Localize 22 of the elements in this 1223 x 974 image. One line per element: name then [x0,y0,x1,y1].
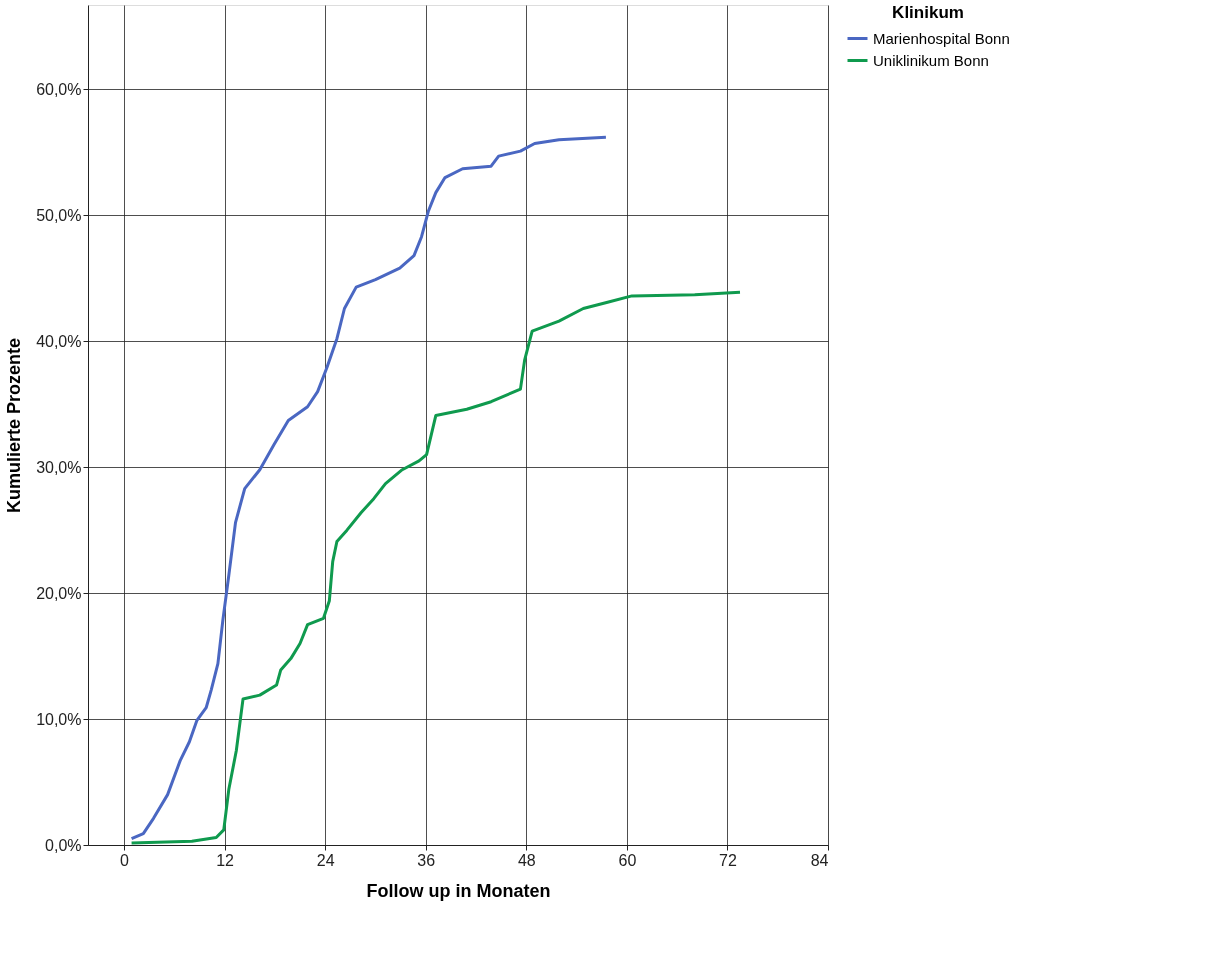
y-tick-label: 0,0% [45,836,82,854]
line-series [130,135,608,841]
x-tick-label: 36 [417,851,436,869]
y-tick-label: 30,0% [36,458,82,476]
line-series [130,290,742,845]
y-axis-title: Kumulierte Prozente [4,337,25,514]
x-tick-label: 0 [120,851,130,869]
x-tick-label: 84 [810,851,829,869]
x-tick-label: 12 [216,851,235,869]
x-tick-label: 24 [316,851,335,869]
x-tick-label: 72 [719,851,737,869]
y-tick-label: 10,0% [36,710,82,728]
legend-label: Marienhospital Bonn [873,29,1010,47]
x-axis-title: Follow up in Monaten [366,880,551,901]
legend-label: Uniklinikum Bonn [873,51,989,69]
y-tick-label: 20,0% [36,584,82,602]
y-tick-label: 40,0% [36,332,82,350]
legend-title: Klinikum [892,3,964,22]
x-tick-label: 60 [618,851,637,869]
x-tick-label: 48 [517,851,536,869]
y-tick-label: 50,0% [36,206,82,224]
y-tick-label: 60,0% [36,80,82,98]
